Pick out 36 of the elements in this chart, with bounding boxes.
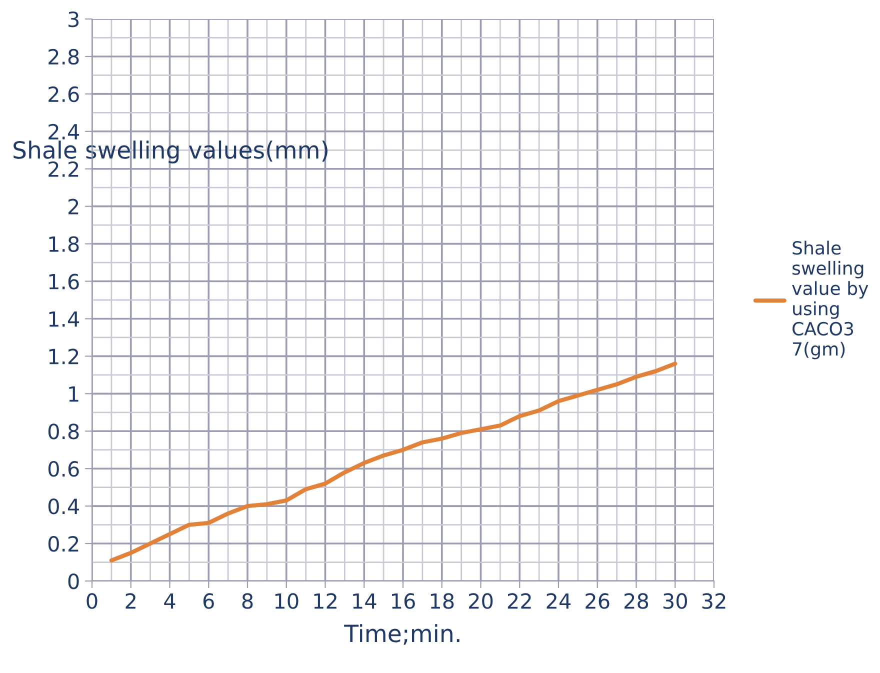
line-series — [109, 362, 678, 562]
x-tick-label: 2 — [126, 593, 136, 609]
y-tick-label: 1.6 — [49, 274, 79, 290]
x-tick-label: 16 — [392, 593, 415, 609]
x-tick-label: 14 — [353, 593, 376, 609]
y-tick-label: 1.2 — [49, 348, 78, 364]
y-tick-label: 3 — [68, 11, 79, 28]
y-tick-label: 1.4 — [49, 311, 80, 327]
x-tick-label: 32 — [702, 593, 726, 609]
x-tick-label: 28 — [624, 593, 648, 609]
y-tick-label: 2.4 — [48, 124, 80, 140]
x-tick-label: 26 — [586, 593, 610, 609]
x-tick-label: 10 — [275, 593, 298, 609]
y-tick-label: 2.6 — [48, 86, 79, 102]
x-tick-label: 4 — [164, 593, 176, 609]
legend-label: Shale swelling value by using CACO3 7(gm) — [792, 240, 868, 360]
y-tick-label: 0.2 — [48, 536, 78, 552]
y-tick-label: 2.2 — [48, 161, 78, 177]
x-tick-label: 0 — [86, 593, 98, 609]
y-tick-label: 2 — [68, 198, 78, 214]
y-tick-label: 1.8 — [49, 236, 79, 252]
x-tick-label: 20 — [469, 593, 493, 609]
y-tick-label: 0 — [68, 573, 79, 590]
x-tick-label: 6 — [203, 593, 214, 609]
x-tick-label: 24 — [546, 593, 571, 609]
x-tick-label: 18 — [430, 593, 454, 609]
y-tick-label: 0.4 — [48, 498, 80, 514]
x-tick-label: 22 — [508, 593, 531, 609]
x-tick-label: 8 — [242, 593, 253, 609]
y-tick-label: 0.6 — [48, 461, 79, 477]
x-tick-label: 30 — [663, 593, 687, 609]
y-tick-label: 2.8 — [48, 48, 79, 65]
y-tick-label: 1 — [69, 386, 78, 402]
y-tick-label: 0.8 — [48, 424, 79, 440]
x-tick-label: 12 — [314, 593, 336, 609]
x-axis-title: Time;min. — [344, 624, 460, 645]
